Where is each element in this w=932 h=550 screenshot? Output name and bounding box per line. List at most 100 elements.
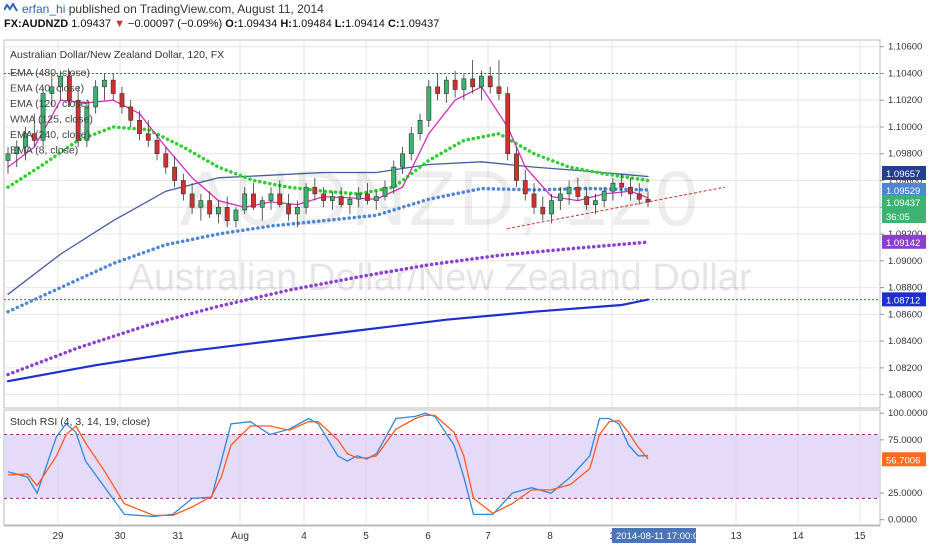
price-label-text: 1.09437 xyxy=(886,198,920,209)
x-tick-label: 14 xyxy=(792,531,804,542)
candle-body xyxy=(31,133,37,141)
candle xyxy=(391,160,397,194)
candle xyxy=(180,173,186,201)
x-tick-label: Aug xyxy=(231,531,249,542)
candle xyxy=(479,70,484,101)
candle xyxy=(14,140,20,168)
y-tick-label: 1.10400 xyxy=(888,68,922,79)
candle-body xyxy=(531,193,537,208)
candle-body xyxy=(66,75,72,101)
candle xyxy=(470,60,476,94)
candle-body xyxy=(102,79,107,88)
legend-entry: EMA (8, close) xyxy=(10,145,78,157)
y-tick-label: 1.08200 xyxy=(888,363,922,374)
candle-body xyxy=(49,86,55,94)
candle-body xyxy=(373,196,379,201)
candle xyxy=(408,126,414,161)
y-tick-label: 1.09600 xyxy=(888,176,922,187)
candle-body xyxy=(610,182,616,192)
candle-body xyxy=(110,79,116,94)
candle-body xyxy=(137,119,142,134)
change-value: −0.00097 (−0.09%) xyxy=(128,18,223,30)
candle xyxy=(294,200,300,228)
author-link[interactable]: erfan_hi xyxy=(22,2,66,16)
candle xyxy=(145,120,151,148)
candle-body xyxy=(443,79,449,94)
osc-title: Stoch RSI (4, 3, 14, 19, close) xyxy=(10,416,150,428)
candle-body xyxy=(180,180,186,195)
candle-body xyxy=(93,86,99,108)
candle-body xyxy=(277,193,283,205)
price-label-box xyxy=(882,183,926,197)
candle-body xyxy=(575,186,581,197)
candle-body xyxy=(242,193,248,211)
candle xyxy=(216,200,221,224)
price-label-text: 1.09142 xyxy=(886,238,920,249)
price-label-box xyxy=(882,166,926,180)
legend-entry: WMA (125, close) xyxy=(10,114,93,126)
candle-body xyxy=(479,75,484,88)
candle-body xyxy=(303,186,309,208)
trendline[interactable] xyxy=(507,186,725,230)
osc-y-tick-label: 75.0000 xyxy=(888,435,922,446)
candle-body xyxy=(224,206,230,221)
candle-body xyxy=(172,166,177,181)
candle-body xyxy=(5,153,11,161)
y-tick-label: 1.10600 xyxy=(888,42,922,53)
ohlc-readout: FX:AUDNZD 1.09437 ▼ −0.00097 (−0.09%) O:… xyxy=(4,18,439,30)
x-tick-label: 5 xyxy=(363,531,369,542)
candle xyxy=(452,70,458,98)
candle xyxy=(329,191,335,210)
candle-body xyxy=(58,75,64,88)
candle xyxy=(242,187,248,214)
osc-y-tick-label: 25.0000 xyxy=(888,488,922,499)
candle-body xyxy=(452,79,458,90)
candle-body xyxy=(268,193,274,201)
candle-body xyxy=(163,153,169,168)
candle xyxy=(461,73,467,101)
candle-body xyxy=(286,204,291,215)
candle-body xyxy=(75,99,81,141)
candle-body xyxy=(435,86,440,94)
main-pane-frame xyxy=(3,39,881,409)
candle-body xyxy=(540,206,546,215)
candle-body xyxy=(119,93,125,108)
price-label-text: 1.09529 xyxy=(886,186,920,197)
candle-body xyxy=(321,193,327,201)
symbol-label[interactable]: FX:AUDNZD xyxy=(4,18,69,30)
candle xyxy=(443,76,449,103)
publish-date-text: published on TradingView.com, August 11,… xyxy=(68,2,324,16)
price-label-box xyxy=(882,209,926,223)
y-tick-label: 1.09200 xyxy=(888,229,922,240)
y-tick-label: 1.08400 xyxy=(888,336,922,347)
candle xyxy=(172,156,177,188)
candle xyxy=(628,177,633,201)
y-tick-label: 1.09000 xyxy=(888,256,922,267)
candle xyxy=(189,183,195,214)
candle xyxy=(435,73,440,101)
candle xyxy=(110,73,116,101)
candle-body xyxy=(216,206,221,215)
candle-body xyxy=(566,186,572,195)
candle xyxy=(224,196,230,228)
last-price: 1.09437 xyxy=(71,18,111,30)
candle-body xyxy=(382,186,388,197)
down-arrow-icon: ▼ xyxy=(114,18,125,30)
candle xyxy=(163,147,169,174)
candle xyxy=(417,113,423,141)
price-label-box xyxy=(882,234,926,249)
candle xyxy=(102,73,107,101)
price-label-box xyxy=(882,292,926,307)
x-tick-label: 31 xyxy=(172,531,184,542)
candle xyxy=(549,193,554,224)
candle-body xyxy=(628,186,633,195)
x-tick-label: 6 xyxy=(425,531,431,542)
candle-body xyxy=(23,133,28,148)
series-ema8 xyxy=(7,85,649,208)
candle-body xyxy=(251,193,256,208)
y-tick-label: 1.08600 xyxy=(888,309,922,320)
candle xyxy=(400,147,405,174)
candle xyxy=(610,177,616,201)
